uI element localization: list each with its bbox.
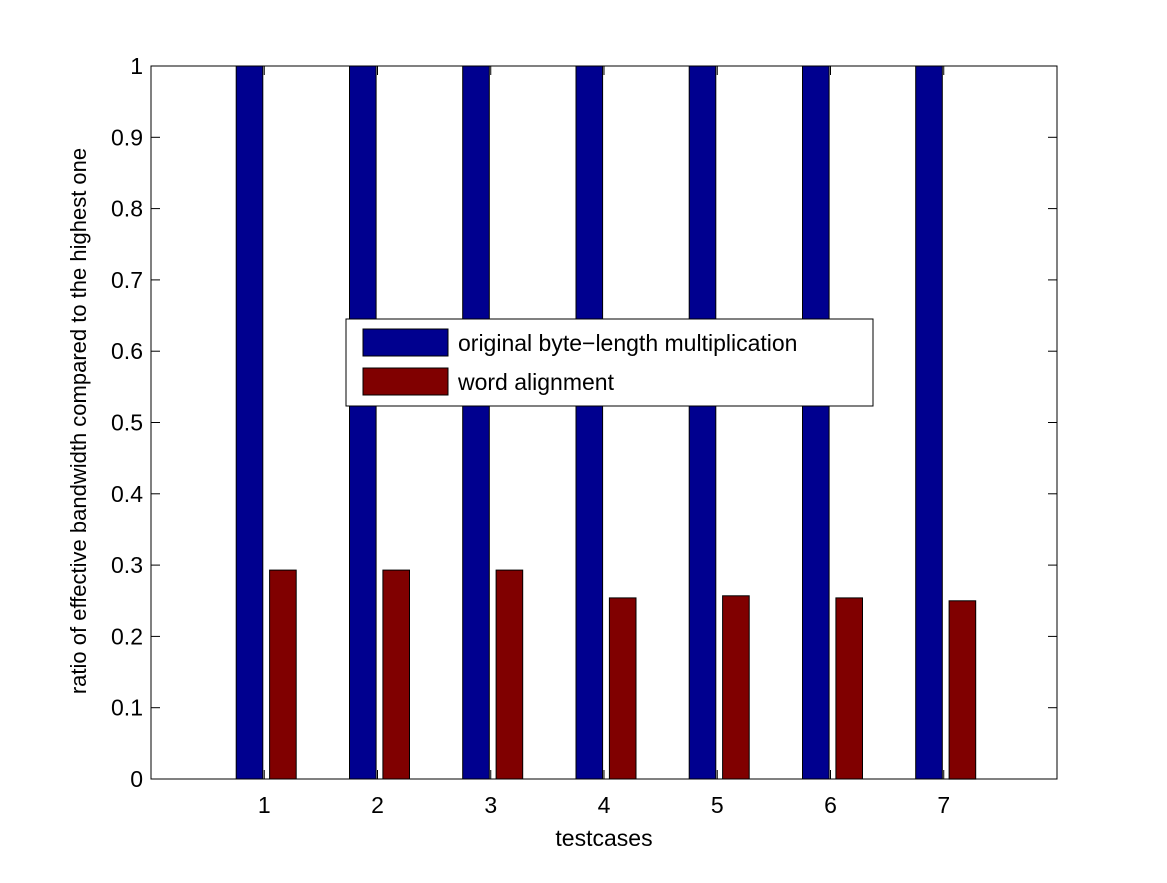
tick-labels-layer: 1 2 3 4 5 6 7 0 0.1 0.2 0.3 0.4 0.5 0.6 0.7 0.8 0.9 1 — [111, 53, 950, 818]
legend-label-series2: word alignment — [457, 369, 615, 395]
y-tick-label: 1 — [130, 53, 143, 79]
legend: original byte−length multiplication word … — [345, 318, 874, 407]
bar-series1-testcase-2 — [349, 65, 377, 780]
y-axis-label: ratio of effective bandwidth compared to… — [66, 148, 91, 694]
legend-swatch-series1 — [362, 328, 449, 357]
x-tick-label: 6 — [824, 792, 837, 818]
y-tick-label: 0.6 — [111, 338, 143, 364]
bar-series2-testcase-7 — [948, 600, 977, 780]
bar-series1-testcase-3 — [462, 65, 490, 780]
y-tick-label: 0.4 — [111, 481, 143, 507]
legend-swatch-series2 — [362, 367, 449, 396]
x-tick-label: 5 — [711, 792, 724, 818]
bar-series2-testcase-6 — [835, 597, 864, 780]
bar-series2-testcase-1 — [269, 569, 297, 780]
y-tick-label: 0.2 — [111, 623, 143, 649]
bar-series1-testcase-1 — [235, 65, 264, 780]
bar-series1-testcase-6 — [802, 65, 830, 780]
y-tick-label: 0.9 — [111, 124, 143, 150]
bar-series1-testcase-5 — [688, 65, 717, 780]
x-tick-label: 1 — [258, 792, 271, 818]
y-tick-label: 0.3 — [111, 552, 143, 578]
x-tick-label: 7 — [937, 792, 950, 818]
bar-series2-testcase-5 — [722, 595, 750, 780]
y-tick-label: 0.1 — [111, 695, 143, 721]
bar-series1-testcase-4 — [575, 65, 604, 780]
x-tick-label: 4 — [598, 792, 611, 818]
x-tick-label: 2 — [371, 792, 384, 818]
bar-series2-testcase-2 — [382, 569, 410, 780]
ticks-layer — [151, 65, 1057, 780]
bar-series2-testcase-3 — [495, 569, 524, 780]
x-tick-label: 3 — [484, 792, 497, 818]
bar-series1-testcase-7 — [915, 65, 943, 780]
y-tick-label: 0 — [130, 766, 143, 792]
x-axis-label: testcases — [555, 825, 652, 851]
y-tick-label: 0.7 — [111, 267, 143, 293]
bar-series2-testcase-4 — [608, 597, 637, 780]
y-tick-label: 0.8 — [111, 196, 143, 222]
bars-layer — [235, 65, 977, 780]
legend-label-series1: original byte−length multiplication — [458, 330, 797, 356]
y-tick-label: 0.5 — [111, 410, 143, 436]
